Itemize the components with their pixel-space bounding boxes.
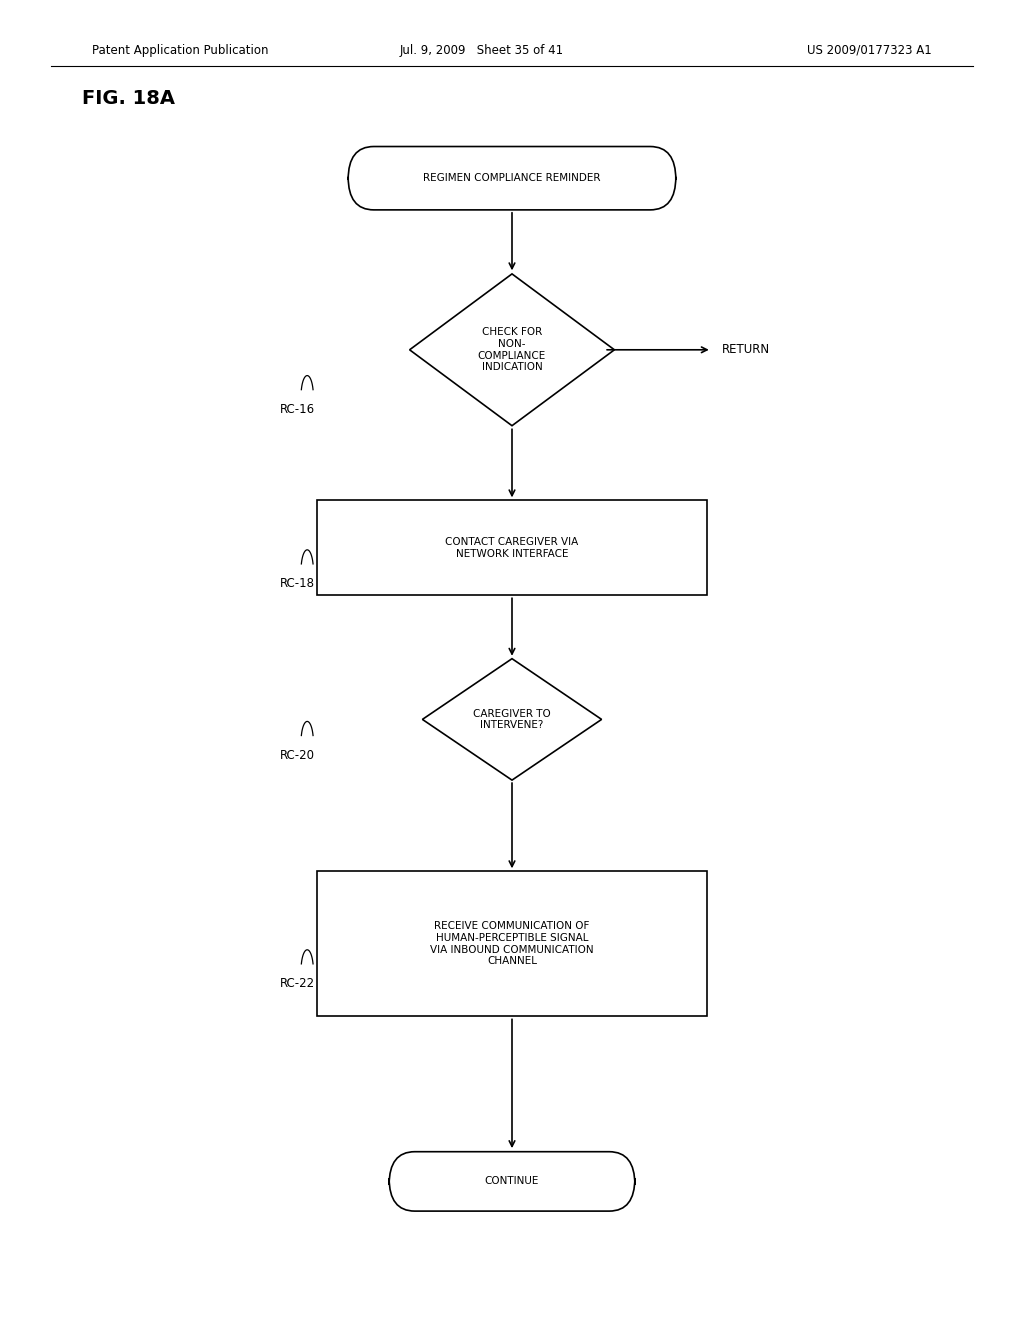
Text: CONTINUE: CONTINUE bbox=[484, 1176, 540, 1187]
Polygon shape bbox=[422, 659, 602, 780]
Bar bbox=[317, 500, 707, 595]
FancyBboxPatch shape bbox=[389, 1151, 635, 1212]
Text: US 2009/0177323 A1: US 2009/0177323 A1 bbox=[807, 44, 932, 57]
Text: RC-16: RC-16 bbox=[280, 403, 314, 416]
Text: FIG. 18A: FIG. 18A bbox=[82, 90, 175, 108]
Text: Patent Application Publication: Patent Application Publication bbox=[92, 44, 268, 57]
Text: Jul. 9, 2009   Sheet 35 of 41: Jul. 9, 2009 Sheet 35 of 41 bbox=[399, 44, 563, 57]
Text: REGIMEN COMPLIANCE REMINDER: REGIMEN COMPLIANCE REMINDER bbox=[423, 173, 601, 183]
FancyBboxPatch shape bbox=[348, 147, 676, 210]
Polygon shape bbox=[410, 275, 614, 425]
Text: CAREGIVER TO
INTERVENE?: CAREGIVER TO INTERVENE? bbox=[473, 709, 551, 730]
Text: RC-18: RC-18 bbox=[280, 577, 314, 590]
Bar bbox=[317, 871, 707, 1016]
Text: RECEIVE COMMUNICATION OF
HUMAN-PERCEPTIBLE SIGNAL
VIA INBOUND COMMUNICATION
CHAN: RECEIVE COMMUNICATION OF HUMAN-PERCEPTIB… bbox=[430, 921, 594, 966]
Text: CONTACT CAREGIVER VIA
NETWORK INTERFACE: CONTACT CAREGIVER VIA NETWORK INTERFACE bbox=[445, 537, 579, 558]
Text: RC-22: RC-22 bbox=[280, 977, 314, 990]
Text: RETURN: RETURN bbox=[722, 343, 770, 356]
Text: CHECK FOR
NON-
COMPLIANCE
INDICATION: CHECK FOR NON- COMPLIANCE INDICATION bbox=[478, 327, 546, 372]
Text: RC-20: RC-20 bbox=[280, 748, 314, 762]
